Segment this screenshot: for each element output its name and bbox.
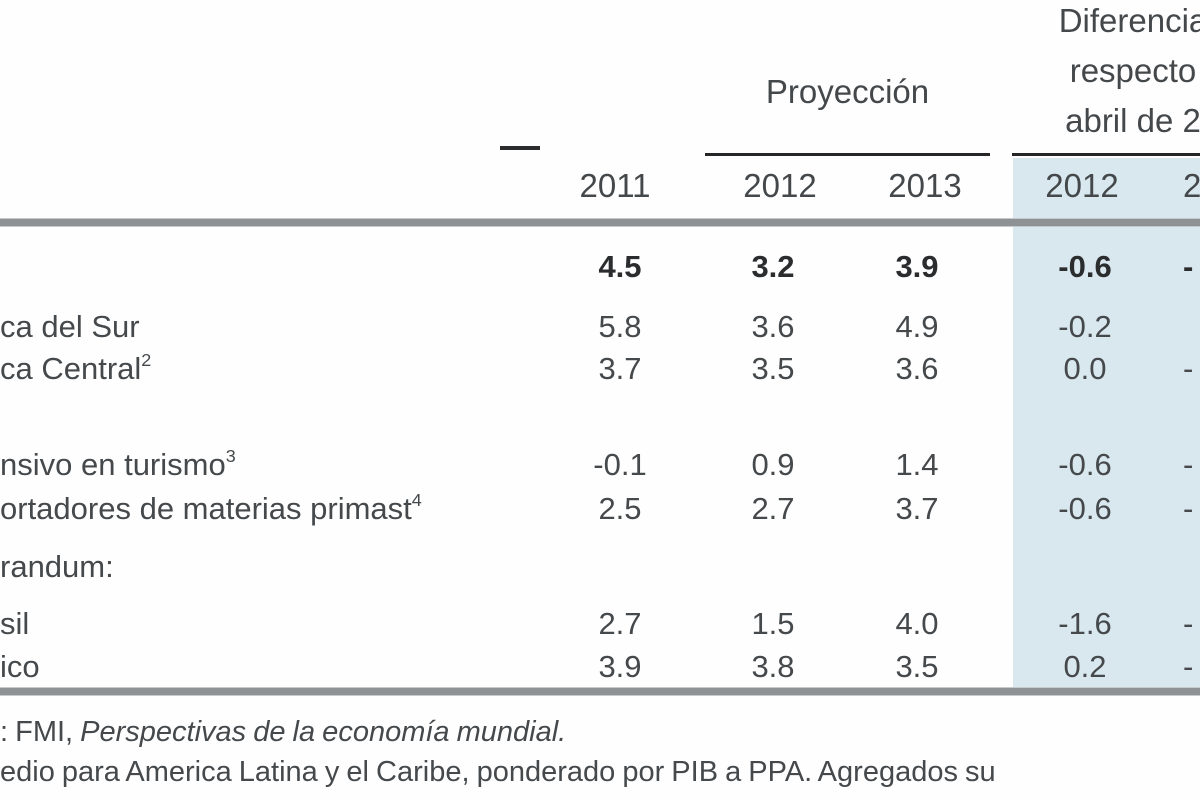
- table-row-central: ca Central2 3.7 3.5 3.6 0.0 -: [0, 349, 1200, 389]
- cell-diff-2013-partial: -: [1183, 447, 1194, 482]
- footnote-line: edio para America Latina y el Caribe, po…: [0, 756, 996, 788]
- row-label: nsivo en turismo3: [0, 445, 236, 482]
- cell-2011: 5.8: [598, 309, 642, 344]
- table-row-brasil: sil 2.7 1.5 4.0 -1.6 -: [0, 606, 1200, 644]
- source-prefix: : FMI,: [0, 716, 81, 748]
- cell-2013: 1.4: [895, 447, 939, 482]
- row-label: ca del Sur: [0, 309, 140, 344]
- difference-group-header: Diferencia respecto abril de 2: [1008, 0, 1200, 146]
- cell-2013: 3.9: [895, 249, 939, 284]
- cell-diff-2013-partial: -: [1183, 249, 1194, 284]
- projection-group-header: Proyección: [765, 73, 930, 110]
- cell-2012: 1.5: [751, 606, 795, 641]
- table-row-mexico: ico 3.9 3.8 3.5 0.2 -: [0, 649, 1200, 687]
- year-header-diff-2013-partial: 2: [1183, 167, 1200, 204]
- rule-fragment: [500, 146, 540, 150]
- header-bottom-rule: [0, 219, 1200, 226]
- cell-2011: 2.7: [598, 606, 642, 641]
- difference-line-2: respecto: [1069, 52, 1197, 89]
- cell-diff-2013-partial: -: [1183, 606, 1194, 641]
- cell-diff-2012: 0.0: [1063, 351, 1107, 386]
- table-row-turismo: nsivo en turismo3 -0.1 0.9 1.4 -0.6 -: [0, 445, 1200, 485]
- cell-2012: 0.9: [751, 447, 795, 482]
- projection-underline: [705, 153, 990, 156]
- row-label: randum:: [0, 549, 114, 584]
- cell-diff-2013-partial: -: [1183, 491, 1194, 526]
- cell-diff-2012: -0.6: [1058, 447, 1112, 482]
- difference-underline: [1012, 153, 1200, 156]
- table-row-memorandum: randum:: [0, 549, 1200, 587]
- year-header-2013: 2013: [888, 167, 962, 204]
- table-bottom-rule: [0, 688, 1200, 695]
- cell-2011: 2.5: [598, 491, 642, 526]
- cell-2013: 4.9: [895, 309, 939, 344]
- cell-2013: 3.7: [895, 491, 939, 526]
- source-note: : FMI, Perspectivas de la economía mundi…: [0, 716, 566, 749]
- year-header-2012: 2012: [743, 167, 817, 204]
- cell-diff-2012: 0.2: [1063, 649, 1107, 684]
- difference-columns-highlight: [1013, 158, 1200, 688]
- cell-diff-2012: -0.6: [1058, 491, 1112, 526]
- table-row-sur: ca del Sur 5.8 3.6 4.9 -0.2: [0, 309, 1200, 347]
- cell-2011: 3.7: [598, 351, 642, 386]
- row-label: ortadores de materias primast4: [0, 489, 422, 526]
- table-row-materias-primas: ortadores de materias primast4 2.5 2.7 3…: [0, 489, 1200, 529]
- cell-diff-2013-partial: -: [1183, 649, 1194, 684]
- row-label: ca Central2: [0, 349, 152, 386]
- cell-diff-2013-partial: -: [1183, 351, 1194, 386]
- year-header-2011: 2011: [579, 167, 651, 204]
- year-header-diff-2012: 2012: [1045, 167, 1119, 204]
- cell-2013: 3.5: [895, 649, 939, 684]
- cell-2011: -0.1: [593, 447, 647, 482]
- cell-2012: 3.8: [751, 649, 795, 684]
- difference-line-1: Diferencia: [1058, 2, 1200, 39]
- cell-2011: 3.9: [598, 649, 642, 684]
- source-title: Perspectivas de la economía mundial.: [80, 716, 567, 748]
- row-label: sil: [0, 606, 30, 641]
- cell-diff-2012: -0.2: [1058, 309, 1112, 344]
- cell-2011: 4.5: [598, 249, 642, 284]
- row-label: ico: [0, 649, 40, 684]
- table-row-aggregate: 4.5 3.2 3.9 -0.6 -: [0, 249, 1200, 287]
- cell-2012: 3.6: [751, 309, 795, 344]
- cell-diff-2012: -1.6: [1058, 606, 1112, 641]
- cell-2013: 3.6: [895, 351, 939, 386]
- cell-diff-2012: -0.6: [1058, 249, 1112, 284]
- difference-line-3: abril de 2: [1065, 102, 1200, 139]
- cell-2012: 2.7: [751, 491, 795, 526]
- cell-2012: 3.5: [751, 351, 795, 386]
- cell-2012: 3.2: [751, 249, 795, 284]
- cell-2013: 4.0: [895, 606, 939, 641]
